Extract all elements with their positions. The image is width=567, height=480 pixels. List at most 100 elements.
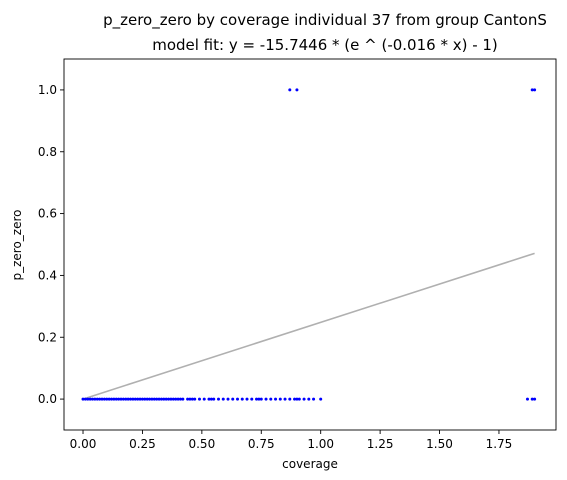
data-point: [129, 397, 133, 401]
data-point: [145, 397, 149, 401]
data-point: [133, 397, 137, 401]
y-tick-label: 1.0: [38, 83, 57, 97]
y-axis-label: p_zero_zero: [10, 209, 24, 280]
data-point: [138, 397, 142, 401]
data-point: [91, 397, 95, 401]
data-point: [209, 397, 213, 401]
data-point: [240, 397, 244, 401]
data-point: [269, 397, 273, 401]
data-point: [107, 397, 111, 401]
x-tick-label: 0.00: [70, 437, 97, 451]
data-point: [202, 397, 206, 401]
data-point: [86, 397, 90, 401]
data-point: [114, 397, 118, 401]
y-tick-label: 0.8: [38, 145, 57, 159]
x-tick-label: 1.75: [486, 437, 513, 451]
data-point: [169, 397, 173, 401]
data-point: [186, 397, 190, 401]
data-point: [216, 397, 220, 401]
data-point: [157, 397, 161, 401]
data-point: [93, 397, 97, 401]
data-point: [81, 397, 85, 401]
data-point: [119, 397, 123, 401]
data-point: [295, 397, 299, 401]
y-tick-label: 0.0: [38, 392, 57, 406]
data-point: [162, 397, 166, 401]
data-point: [319, 397, 323, 401]
data-point: [174, 397, 178, 401]
data-point: [250, 397, 254, 401]
data-point: [197, 397, 201, 401]
data-point: [148, 397, 152, 401]
y-tick-label: 0.2: [38, 330, 57, 344]
x-axis-label: coverage: [282, 457, 338, 471]
x-tick-label: 1.00: [307, 437, 334, 451]
data-point: [181, 397, 185, 401]
data-point: [171, 397, 175, 401]
data-point: [112, 397, 116, 401]
data-point: [167, 397, 171, 401]
plot-frame: [63, 58, 557, 431]
data-point: [117, 397, 121, 401]
plot-area: [63, 58, 557, 431]
data-point: [278, 397, 282, 401]
data-point: [136, 397, 140, 401]
x-tick-label: 0.50: [188, 437, 215, 451]
data-point: [193, 397, 197, 401]
data-point: [288, 397, 292, 401]
x-tick-label: 0.25: [129, 437, 156, 451]
x-tick-label: 1.25: [367, 437, 394, 451]
data-point: [178, 397, 182, 401]
data-point: [83, 397, 87, 401]
data-point: [143, 397, 147, 401]
data-point: [190, 397, 194, 401]
data-point: [140, 397, 144, 401]
data-point: [188, 397, 192, 401]
data-point: [297, 397, 301, 401]
data-point: [207, 397, 211, 401]
chart-subtitle: model fit: y = -15.7446 * (e ^ (-0.016 *…: [152, 36, 498, 54]
chart-title: p_zero_zero by coverage individual 37 fr…: [103, 11, 547, 30]
data-point: [164, 397, 168, 401]
data-point: [88, 397, 92, 401]
data-point: [255, 397, 259, 401]
data-point: [110, 397, 114, 401]
data-point: [312, 397, 316, 401]
data-point: [221, 397, 225, 401]
data-point: [226, 397, 230, 401]
data-point: [274, 397, 278, 401]
data-point: [131, 397, 135, 401]
data-point: [121, 397, 125, 401]
data-point: [293, 397, 297, 401]
data-point: [530, 397, 534, 401]
data-point: [150, 397, 154, 401]
model-fit-line: [82, 252, 535, 400]
data-point: [307, 397, 311, 401]
data-point: [124, 397, 128, 401]
data-point: [257, 397, 261, 401]
data-point: [159, 397, 163, 401]
data-point: [152, 397, 156, 401]
data-point: [126, 397, 130, 401]
data-points: [81, 88, 537, 401]
y-axis: 0.0 0.2 0.4 0.6 0.8 1.0: [38, 83, 64, 406]
data-point: [533, 88, 537, 92]
x-tick-label: 1.50: [426, 437, 453, 451]
data-point: [95, 397, 99, 401]
x-tick-label: 0.75: [248, 437, 275, 451]
y-tick-label: 0.6: [38, 207, 57, 221]
x-axis: 0.00 0.25 0.50 0.75 1.00 1.25 1.50 1.75: [70, 430, 513, 451]
data-point: [525, 397, 529, 401]
y-tick-label: 0.4: [38, 268, 57, 282]
data-point: [295, 88, 299, 92]
data-point: [176, 397, 180, 401]
data-point: [155, 397, 159, 401]
data-point: [533, 397, 537, 401]
data-point: [212, 397, 216, 401]
data-point: [530, 88, 534, 92]
data-point: [100, 397, 104, 401]
data-point: [231, 397, 235, 401]
data-point: [288, 88, 292, 92]
data-point: [236, 397, 240, 401]
data-point: [259, 397, 263, 401]
